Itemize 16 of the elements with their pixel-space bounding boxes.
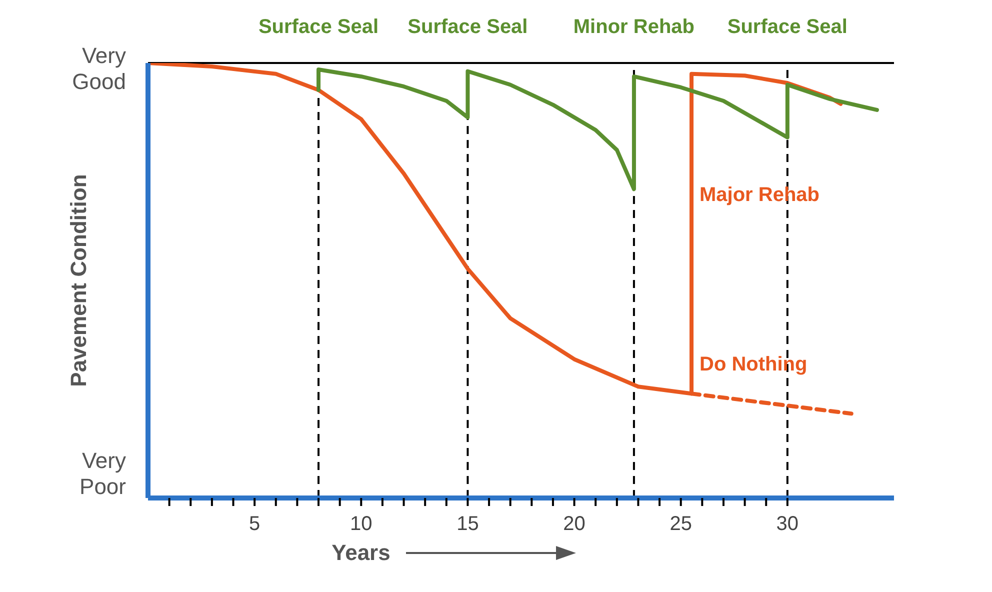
x-tick-label: 30 xyxy=(776,513,799,535)
x-tick-label: 25 xyxy=(670,513,692,535)
ref-line-label: Minor Rehab xyxy=(573,16,695,38)
x-tick-label: 5 xyxy=(249,513,260,535)
ref-line-label: Surface Seal xyxy=(727,16,848,38)
x-tick-label: 20 xyxy=(563,513,586,535)
series-label: Do Nothing xyxy=(700,354,808,376)
y-axis-title: Pavement Condition xyxy=(66,174,91,387)
series-label: Major Rehab xyxy=(700,184,820,206)
text: Very Good xyxy=(72,43,126,94)
x-axis-title: Years xyxy=(332,540,390,565)
ref-line-label: Surface Seal xyxy=(408,16,528,38)
text: Very Poor xyxy=(80,448,126,499)
x-tick-label: 15 xyxy=(456,513,479,535)
x-tick-label: 10 xyxy=(350,513,372,535)
ref-line-label: Surface Seal xyxy=(258,16,379,38)
